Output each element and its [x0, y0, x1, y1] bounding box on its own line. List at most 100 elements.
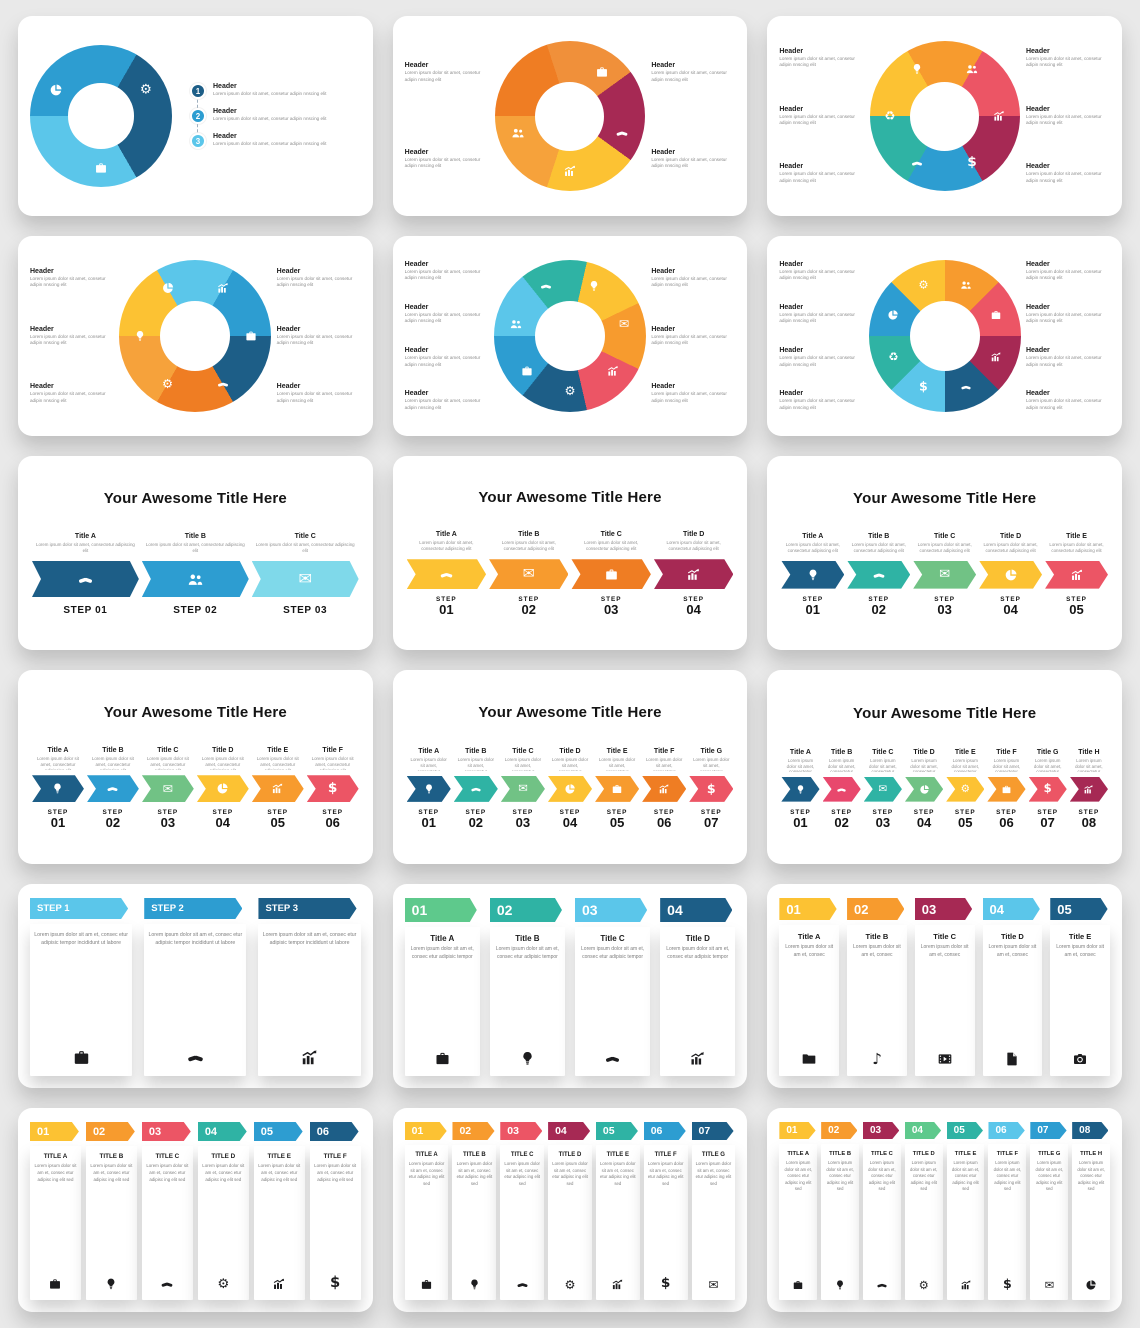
column-title: Title G	[700, 747, 723, 755]
column-title: Title E	[1066, 532, 1087, 540]
ribbon-column: 02 TITLE B Lorem ipsum dolor sit am et, co…	[85, 1122, 137, 1300]
step-word: STEP	[436, 596, 457, 604]
header-block: Header Lorem ipsum dolor sit amet, conset…	[30, 383, 114, 404]
step-number-badge: 2	[190, 108, 206, 124]
number-tab: 02	[86, 1122, 135, 1141]
headers-right: Header Lorem ipsum dolor sit amet, conset…	[1026, 250, 1110, 423]
briefcase-icon	[611, 783, 623, 795]
step-word: STEP	[418, 808, 440, 816]
header-block: Header Lorem ipsum dolor sit amet, conset…	[405, 390, 489, 411]
header-title: Header	[30, 383, 54, 391]
step-word: STEP	[831, 808, 852, 816]
step-arrow: ⚙	[946, 777, 984, 802]
ribbon-panel: TITLE A Lorem ipsum dolor sit am et, cons…	[404, 1145, 449, 1300]
step-word: STEP	[683, 596, 704, 604]
ribbon-row: 01 Title A Lorem ipsum dolor sit am et, co…	[404, 894, 736, 1078]
ribbon-column: 06 TITLE F Lorem ipsum dolor sit am et, co…	[309, 1122, 361, 1300]
circle-infographic: Header Lorem ipsum dolor sit amet, conset…	[30, 246, 361, 426]
handshake-icon	[836, 784, 847, 795]
ribbon-text: Lorem ipsum dolor sit am et, consec	[988, 944, 1037, 958]
ribbon-column: STEP 2 Lorem ipsum dolor sit am et, conse…	[144, 898, 247, 1076]
segment-icon-slot	[607, 364, 620, 377]
headers-right: Header Lorem ipsum dolor sit amet, conset…	[651, 30, 735, 203]
column-text: Lorem ipsum dolor sit amet, consectetur …	[951, 757, 980, 772]
column-text: Lorem ipsum dolor sit amet, consectetur …	[785, 541, 840, 553]
header-title: Header	[213, 133, 237, 140]
list-item-text: Header Lorem ipsum dolor sit amet, conset…	[213, 108, 326, 122]
chart-icon	[611, 1278, 624, 1291]
ribbon-column: 03 Title C Lorem ipsum dolor sit am et, co…	[914, 898, 975, 1076]
column-title: Title A	[802, 532, 824, 540]
number-tab: 05	[596, 1122, 638, 1140]
slide-card-11: Your Awesome Title Here Title A Lorem ipsu…	[392, 670, 748, 864]
step-arrow	[548, 776, 592, 802]
ribbon-title: TITLE A	[787, 1151, 810, 1157]
step-number: 04	[1003, 601, 1018, 617]
lightbulb-icon	[806, 568, 820, 582]
ribbon-icon-slot: $	[330, 1271, 340, 1291]
step-word: STEP	[954, 808, 976, 816]
column-title: Title B	[465, 747, 487, 755]
lightbulb-icon	[834, 1279, 846, 1291]
ribbon-text: Lorem ipsum dolor sit am et, consec etur…	[314, 1163, 357, 1182]
lightbulb-icon	[104, 1277, 118, 1291]
step-arrow	[642, 776, 686, 802]
column-title: Title D	[212, 747, 234, 755]
header-block: Header Lorem ipsum dolor sit amet, conset…	[1026, 304, 1110, 325]
list-item: 2 Header Lorem ipsum dolor sit amet, conse…	[190, 108, 361, 124]
step-arrow	[142, 561, 249, 597]
column-title: Title B	[831, 748, 853, 756]
step-arrow	[454, 776, 498, 802]
step-word: STEP	[700, 808, 722, 816]
briefcase-icon	[990, 309, 1002, 321]
chart-icon	[271, 782, 284, 795]
step-word: STEP	[996, 808, 1017, 816]
header-title: Header	[404, 347, 429, 355]
step-number: 07	[1040, 814, 1055, 830]
step-arrow	[1070, 777, 1108, 802]
column-text: Lorem ipsum dolor sit amet, consectetur …	[410, 756, 447, 771]
number-tab: 02	[452, 1122, 494, 1140]
ribbon-text: Lorem ipsum dolor sit am et, consec etur…	[408, 1161, 445, 1186]
ribbon-text: Lorem ipsum dolor sit am et, consec	[853, 944, 901, 958]
column-text: Lorem ipsum dolor sit amet, consectetur …	[551, 756, 589, 771]
chart-icon	[607, 364, 620, 377]
column-title: Title F	[322, 747, 343, 755]
list-item: 3 Header Lorem ipsum dolor sit amet, conse…	[190, 133, 361, 149]
column-title: Title C	[600, 531, 622, 539]
header-block: Header Lorem ipsum dolor sit amet, conset…	[277, 383, 361, 404]
step-number: 01	[421, 814, 436, 830]
handshake-icon	[960, 381, 972, 393]
step-number: 04	[686, 602, 701, 618]
ribbon-text: Lorem ipsum dolor sit am et, consec etur…	[600, 1161, 636, 1186]
header-block: Header Lorem ipsum dolor sit amet, conset…	[779, 304, 863, 325]
column-title: Title F	[653, 747, 675, 755]
slide-title: Your Awesome Title Here	[853, 489, 1037, 507]
ribbon-icon-slot	[611, 1273, 624, 1291]
donut-hole	[68, 83, 134, 149]
ribbon-text: Lorem ipsum dolor sit am et, consec etur…	[784, 1160, 812, 1191]
lightbulb-icon	[133, 330, 146, 343]
ribbon-text: Lorem ipsum dolor sit am et, consec etur…	[552, 1161, 588, 1186]
ribbon-column: 04 TITLE D Lorem ipsum dolor sit am et, co…	[548, 1122, 592, 1300]
header-title: Header	[779, 47, 804, 55]
column-text: Lorem ipsum dolor sit amet, consectetur …	[457, 756, 494, 771]
header-text: Lorem ipsum dolor sit amet, consetur adi…	[213, 91, 327, 96]
ribbon-title: TITLE G	[701, 1152, 725, 1158]
ribbon-panel: TITLE D Lorem ipsum dolor sit am et, cons…	[904, 1144, 943, 1300]
step-arrow: ✉	[864, 777, 902, 802]
ribbon-column: 01 TITLE A Lorem ipsum dolor sit am et, co…	[30, 1122, 81, 1300]
header-text: Lorem ipsum dolor sit amet, consetur adi…	[779, 311, 855, 324]
chart-icon	[960, 1279, 972, 1291]
step-word: STEP	[1066, 595, 1087, 603]
segment-icon-slot: ✉	[619, 317, 629, 330]
step-number: 01	[793, 814, 808, 830]
step-number: 05	[270, 815, 285, 831]
step-word: STEP	[1037, 808, 1059, 816]
step-number: 03	[603, 602, 619, 618]
